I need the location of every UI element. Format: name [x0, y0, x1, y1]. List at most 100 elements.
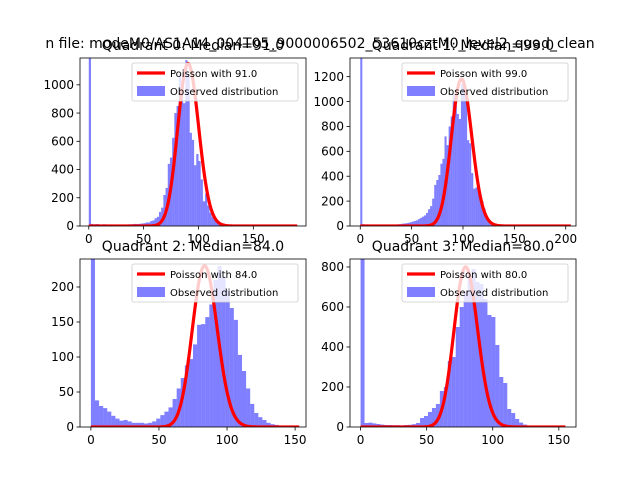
histogram-bar [94, 400, 100, 427]
histogram-bar [459, 307, 464, 427]
histogram-bar [477, 183, 480, 226]
histogram-bar [145, 222, 149, 226]
x-tick-label: 50 [151, 433, 166, 447]
subplot-title: Quadrant 1: Median=99.0 [372, 38, 554, 54]
histogram-bar [455, 327, 460, 427]
histogram-bar [427, 412, 432, 427]
histogram-bar [160, 415, 165, 427]
histogram-bar [143, 423, 149, 427]
histogram-bar [202, 201, 206, 226]
histogram-bar [176, 106, 179, 226]
histogram-bar [467, 275, 472, 427]
x-tick-label: 100 [216, 433, 239, 447]
histogram-bar [131, 422, 136, 427]
y-tick-label: 1200 [313, 70, 344, 84]
legend-patch-swatch [137, 86, 165, 96]
histogram-bar [229, 308, 234, 427]
histogram-bar [185, 60, 188, 226]
histogram-bar [420, 418, 425, 427]
histogram-bar [463, 79, 466, 226]
y-tick-label: 200 [321, 380, 344, 394]
histogram-bar [430, 206, 433, 226]
histogram-bar [201, 324, 206, 427]
histogram-bar [90, 259, 95, 427]
y-tick-label: 0 [66, 219, 74, 233]
histogram-bar [205, 317, 210, 427]
histogram-bar [103, 408, 108, 427]
histogram-bar [436, 179, 439, 226]
histogram-bar [188, 359, 193, 427]
histogram-bar [443, 387, 448, 427]
histogram-bar [213, 218, 217, 226]
histogram-bar [515, 419, 520, 427]
subplot-quadrant-1: 0 50 100 150 200 0 200 400 600 800 1000 1200 Quadran… [313, 38, 577, 246]
axes-frame [349, 258, 577, 428]
x-tick-label: 100 [187, 232, 210, 246]
histogram-bar [156, 216, 159, 226]
histogram-bar [423, 215, 427, 226]
histogram-bar [417, 219, 420, 226]
legend: Poisson with 80.0 Observed distribution [401, 263, 569, 303]
x-tick-label: 150 [503, 232, 526, 246]
histogram-bar [452, 94, 455, 226]
legend-label-poisson: Poisson with 99.0 [440, 69, 527, 80]
x-tick-label: 0 [357, 433, 365, 447]
histogram-bar [139, 422, 144, 427]
histogram-bar [99, 406, 104, 427]
histogram-bar [481, 201, 484, 226]
x-tick-label: 50 [419, 433, 434, 447]
histogram-bar [254, 413, 259, 427]
legend-label-poisson: Poisson with 84.0 [170, 270, 257, 281]
axes-frame [79, 57, 307, 227]
legend-label-observed: Observed distribution [170, 288, 278, 299]
y-tick-label: 200 [51, 280, 74, 294]
y-tick-label: 800 [51, 106, 74, 120]
histogram-bar [415, 220, 418, 226]
histogram-bar [187, 74, 190, 226]
histogram-bar [180, 90, 184, 226]
histogram-bar [211, 216, 214, 226]
histogram-bar [503, 383, 508, 427]
histogram-bar [483, 208, 486, 226]
legend: Poisson with 91.0 Observed distribution [131, 62, 299, 102]
histogram-bar [428, 209, 431, 226]
histogram-bar [475, 282, 480, 427]
x-tick-label: 0 [85, 232, 93, 246]
histogram-bar [168, 407, 173, 427]
subplot-title: Quadrant 3: Median=80.0 [372, 239, 554, 255]
histogram-bar [152, 220, 155, 226]
histogram-bar [431, 408, 436, 427]
histogram-bar [200, 179, 203, 226]
histogram-bar [107, 411, 112, 427]
legend-patch-swatch [407, 287, 435, 297]
y-tick-label: 1000 [313, 95, 344, 109]
histogram-bar [471, 269, 476, 427]
histogram-bar [193, 344, 198, 427]
figure-suptitle: n file: modeM0/AS1A14_004T05_9000006502_… [45, 36, 594, 52]
y-tick-label: 1000 [43, 78, 74, 92]
legend-box [401, 62, 569, 102]
histogram-bar [475, 187, 478, 226]
y-tick-label: 800 [321, 120, 344, 134]
histogram-bar [174, 113, 177, 226]
histogram-bar [266, 422, 271, 427]
histogram-bar [519, 422, 524, 427]
legend-label-observed: Observed distribution [440, 288, 548, 299]
y-tick-label: 400 [321, 340, 344, 354]
histogram-bar [495, 345, 500, 427]
histogram-bar [483, 299, 488, 427]
histogram-bar [413, 221, 416, 226]
histogram-bar [88, 58, 91, 226]
histogram-bar [194, 165, 197, 226]
histogram-bar [258, 417, 263, 427]
subplot-title: Quadrant 0: Median=91.0 [102, 38, 284, 54]
histogram-bar [463, 292, 468, 427]
histogram-bar [233, 319, 238, 427]
histogram-bar [198, 161, 201, 226]
histogram-bar [364, 423, 369, 427]
histogram-bar [487, 315, 492, 427]
histogram-bar [435, 404, 440, 427]
histogram-bar [372, 423, 377, 427]
histogram-bar [237, 354, 243, 427]
histogram-bar [411, 221, 414, 226]
